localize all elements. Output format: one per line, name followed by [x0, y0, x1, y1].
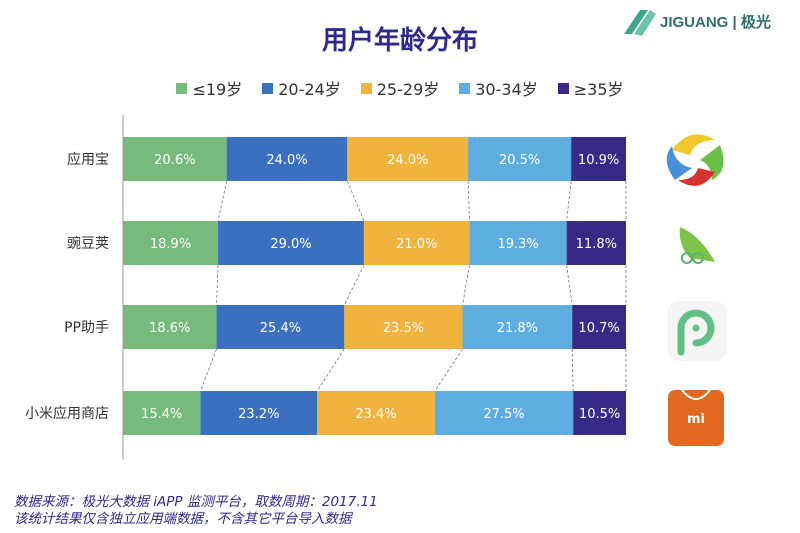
bar-segment	[123, 391, 201, 435]
data-label: 23.4%	[355, 407, 396, 422]
data-label: 23.2%	[238, 407, 279, 422]
bar-segment	[123, 137, 227, 181]
bar-segment	[572, 305, 626, 349]
connector-line	[343, 264, 365, 306]
data-label: 19.3%	[497, 237, 538, 252]
category-label: 应用宝	[67, 151, 109, 168]
legend: ≤19岁 20-24岁 25-29岁 30-34岁 ≥35岁	[0, 76, 800, 100]
legend-swatch	[459, 82, 471, 94]
bar-segment	[347, 137, 469, 181]
data-label: 29.0%	[270, 237, 311, 252]
data-label: 10.5%	[579, 407, 620, 422]
bar-segment	[123, 305, 217, 349]
bar-segment	[123, 221, 219, 265]
wandoujia-icon	[679, 227, 715, 264]
connector-line	[571, 348, 574, 392]
legend-swatch	[360, 82, 372, 94]
connector-line	[566, 180, 572, 222]
data-label: 18.6%	[149, 321, 190, 336]
footer: 数据来源：极光大数据 iAPP 监测平台，取数周期：2017.11 该统计结果仅…	[14, 494, 378, 528]
legend-label: 25-29岁	[376, 80, 440, 99]
connector-line	[566, 264, 573, 306]
pp-assistant-icon	[667, 301, 727, 361]
legend-swatch	[557, 82, 569, 94]
legend-label: 20-24岁	[278, 80, 341, 99]
bar-segment	[226, 137, 348, 181]
legend-label: ≥35岁	[573, 80, 624, 99]
connector-line	[462, 264, 470, 306]
legend-item: ≥35岁	[557, 76, 624, 100]
legend-label: 30-34岁	[475, 80, 538, 99]
connector-line	[467, 180, 470, 222]
bar-segment	[462, 305, 573, 349]
data-label: 15.4%	[141, 407, 182, 422]
data-label: 23.5%	[383, 321, 424, 336]
bar-segment	[434, 391, 574, 435]
bar-segment	[317, 391, 435, 435]
scope-note: 该统计结果仅含独立应用端数据，不含其它平台导入数据	[14, 511, 352, 527]
chart-title: 用户年龄分布	[321, 26, 478, 56]
bar-segment	[363, 221, 470, 265]
svg-text:mi: mi	[687, 412, 705, 427]
legend-item: 20-24岁	[262, 76, 341, 100]
data-label: 21.8%	[497, 321, 538, 336]
connector-line	[434, 348, 463, 392]
bar-segment	[469, 221, 567, 265]
data-label: 10.9%	[578, 153, 619, 168]
bar-segment	[571, 137, 626, 181]
bar-segment	[566, 221, 626, 265]
data-label: 25.4%	[260, 321, 301, 336]
data-label: 24.0%	[387, 153, 428, 168]
bar-segment	[344, 305, 463, 349]
connector-line	[200, 348, 217, 392]
connector-line	[346, 180, 365, 222]
jiguang-logo	[624, 10, 656, 36]
connector-line	[316, 348, 345, 392]
data-label: 10.7%	[578, 321, 619, 336]
data-label: 20.5%	[499, 153, 540, 168]
bar-segment	[468, 137, 572, 181]
yingyongbao-icon	[666, 134, 724, 186]
bar-segment	[218, 221, 364, 265]
data-label: 20.6%	[154, 153, 195, 168]
bar-segment	[573, 391, 626, 435]
data-label: 24.0%	[266, 153, 307, 168]
data-label: 18.9%	[150, 237, 191, 252]
xiaomi-store-icon: mi	[668, 389, 724, 446]
legend-swatch	[176, 82, 188, 94]
legend-item: 25-29岁	[360, 76, 440, 100]
category-label: 豌豆荚	[67, 235, 109, 252]
connector-line	[217, 180, 228, 222]
source-note: 数据来源：极光大数据 iAPP 监测平台，取数周期：2017.11	[14, 494, 378, 510]
data-label: 21.0%	[396, 237, 437, 252]
legend-item: 30-34岁	[459, 76, 538, 100]
logo-text: JIGUANG | 极光	[660, 14, 771, 31]
category-label: PP助手	[64, 320, 109, 336]
data-label: 27.5%	[483, 407, 524, 422]
bar-segment	[200, 391, 318, 435]
legend-swatch	[262, 82, 274, 94]
legend-label: ≤19岁	[192, 80, 243, 99]
legend-item: ≤19岁	[176, 76, 242, 100]
connector-line	[216, 264, 219, 306]
category-label: 小米应用商店	[25, 405, 109, 422]
bar-segment	[216, 305, 345, 349]
data-label: 11.8%	[576, 237, 617, 252]
